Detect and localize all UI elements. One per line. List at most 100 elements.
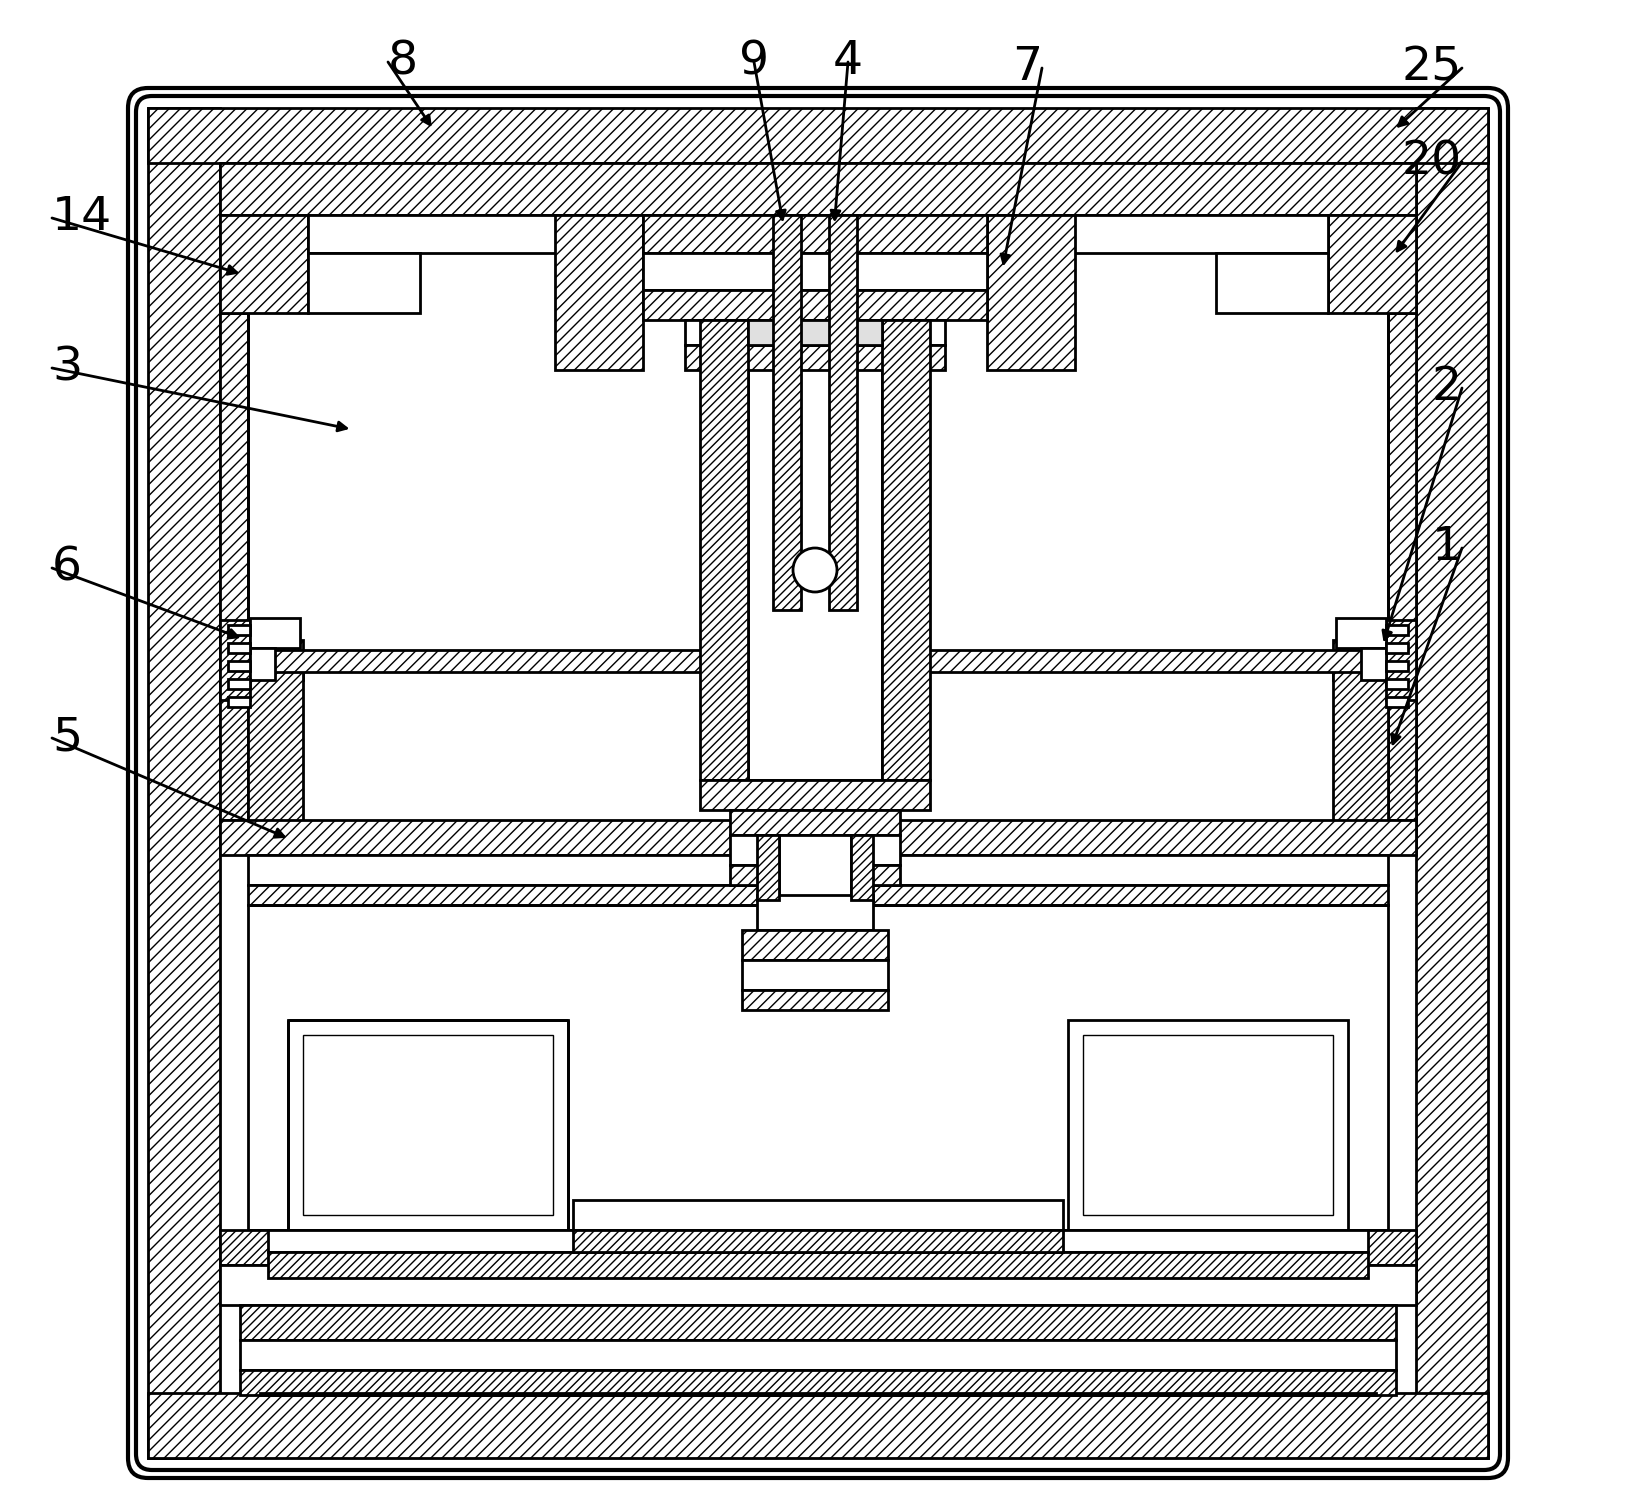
Bar (220, 214, 308, 312)
Text: 6: 6 (52, 545, 82, 590)
Bar (1387, 679, 1408, 690)
Bar (829, 214, 857, 610)
Text: 2: 2 (1432, 365, 1462, 410)
Bar (220, 620, 251, 700)
Bar (685, 346, 946, 370)
Bar (220, 1230, 1416, 1265)
Bar (642, 290, 987, 320)
Bar (220, 163, 1416, 214)
Bar (220, 163, 1416, 183)
Bar (228, 661, 251, 672)
Bar (148, 1393, 1488, 1458)
Bar (1387, 620, 1416, 700)
Text: 20: 20 (1401, 139, 1462, 184)
Bar (288, 1020, 569, 1230)
Bar (239, 1340, 1396, 1370)
Bar (220, 819, 1416, 856)
Bar (220, 819, 1416, 856)
Bar (642, 254, 987, 290)
Text: 8: 8 (388, 39, 418, 85)
Bar (779, 834, 851, 899)
Bar (228, 697, 251, 708)
Bar (685, 320, 946, 346)
Text: 14: 14 (52, 196, 111, 240)
Bar (148, 109, 220, 1458)
Bar (882, 320, 929, 780)
Bar (1416, 109, 1488, 1458)
Bar (574, 1230, 1064, 1252)
Bar (987, 214, 1075, 370)
Bar (220, 659, 247, 819)
Bar (1328, 214, 1416, 312)
Bar (729, 834, 900, 865)
Bar (1333, 655, 1388, 841)
Bar (220, 1230, 1416, 1265)
Bar (247, 884, 1388, 905)
Bar (269, 1230, 1369, 1252)
Bar (1388, 659, 1416, 819)
Bar (220, 214, 308, 312)
Bar (742, 930, 888, 960)
Bar (757, 834, 779, 899)
Text: 3: 3 (52, 346, 82, 391)
Bar (1083, 1035, 1333, 1215)
Bar (1333, 640, 1416, 681)
Bar (239, 1370, 1396, 1394)
Bar (774, 214, 801, 610)
Bar (729, 865, 900, 884)
Bar (228, 625, 251, 635)
Bar (308, 254, 420, 312)
Bar (882, 320, 929, 780)
Text: 7: 7 (1011, 45, 1042, 91)
Bar (729, 810, 900, 834)
Bar (220, 312, 247, 650)
Bar (251, 647, 275, 681)
Bar (742, 990, 888, 1010)
Bar (642, 214, 987, 254)
Bar (700, 320, 747, 780)
Bar (1333, 655, 1388, 841)
Bar (729, 810, 900, 834)
Bar (308, 214, 1328, 254)
Bar (1388, 659, 1416, 819)
Text: 1: 1 (1432, 525, 1462, 570)
Bar (742, 990, 888, 1010)
Bar (685, 346, 946, 370)
Bar (851, 834, 874, 899)
Bar (228, 643, 251, 653)
Bar (220, 312, 247, 650)
Bar (220, 163, 1416, 214)
Bar (1387, 620, 1416, 700)
Bar (574, 1230, 1064, 1252)
Bar (757, 834, 779, 899)
Bar (247, 905, 1388, 1230)
Bar (220, 620, 251, 700)
Bar (220, 1265, 1416, 1305)
Bar (269, 1252, 1369, 1278)
Bar (1216, 254, 1328, 312)
Bar (251, 619, 300, 647)
Bar (642, 214, 987, 254)
Bar (642, 290, 987, 320)
Bar (243, 650, 1393, 672)
Bar (247, 655, 303, 841)
Text: 4: 4 (833, 39, 864, 85)
Bar (148, 1393, 1488, 1458)
Bar (148, 109, 220, 1458)
Bar (228, 679, 251, 690)
Bar (742, 960, 888, 990)
Circle shape (793, 548, 838, 592)
Bar (239, 1370, 1396, 1394)
Bar (700, 320, 747, 780)
Bar (261, 1393, 1377, 1394)
Bar (239, 1305, 1396, 1340)
Bar (247, 655, 303, 841)
Bar (556, 214, 642, 370)
Bar (220, 659, 247, 819)
Bar (1360, 647, 1387, 681)
Bar (148, 109, 1488, 163)
Bar (247, 856, 1388, 884)
Bar (269, 1252, 1369, 1278)
Text: 9: 9 (739, 39, 769, 85)
Bar (247, 884, 1388, 905)
